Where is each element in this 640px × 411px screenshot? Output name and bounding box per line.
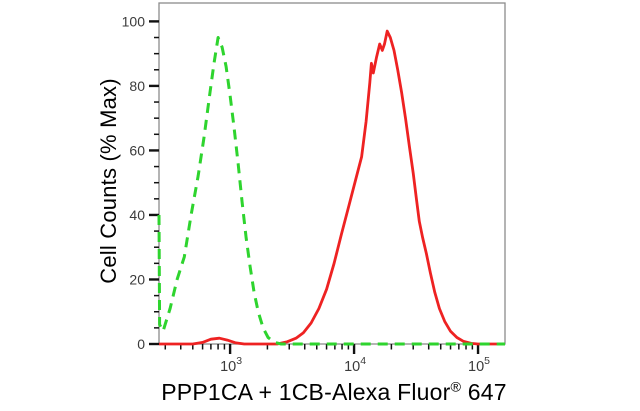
y-axis-label: Cell Counts (% Max): [96, 78, 121, 284]
x-axis-label: PPP1CA + 1CB-Alexa Fluor® 647: [161, 379, 507, 406]
y-tick-label: 60: [129, 142, 145, 158]
series-green-dashed-curve: [157, 36, 505, 346]
x-tick-label: 104: [344, 355, 366, 375]
y-tick-label: 100: [122, 13, 146, 29]
y-tick-label: 80: [129, 78, 145, 94]
y-tick-label: 20: [129, 271, 145, 287]
plot-frame: [158, 2, 506, 345]
x-axis-label-suffix: 647: [461, 379, 507, 405]
y-tick-label: 0: [137, 336, 145, 352]
x-axis-label-text: PPP1CA + 1CB-Alexa Fluor: [161, 379, 451, 405]
x-tick-label: 103: [220, 355, 242, 375]
registered-trademark-icon: ®: [450, 379, 462, 396]
y-tick-label: 40: [129, 207, 145, 223]
x-tick-label: 105: [468, 355, 490, 375]
